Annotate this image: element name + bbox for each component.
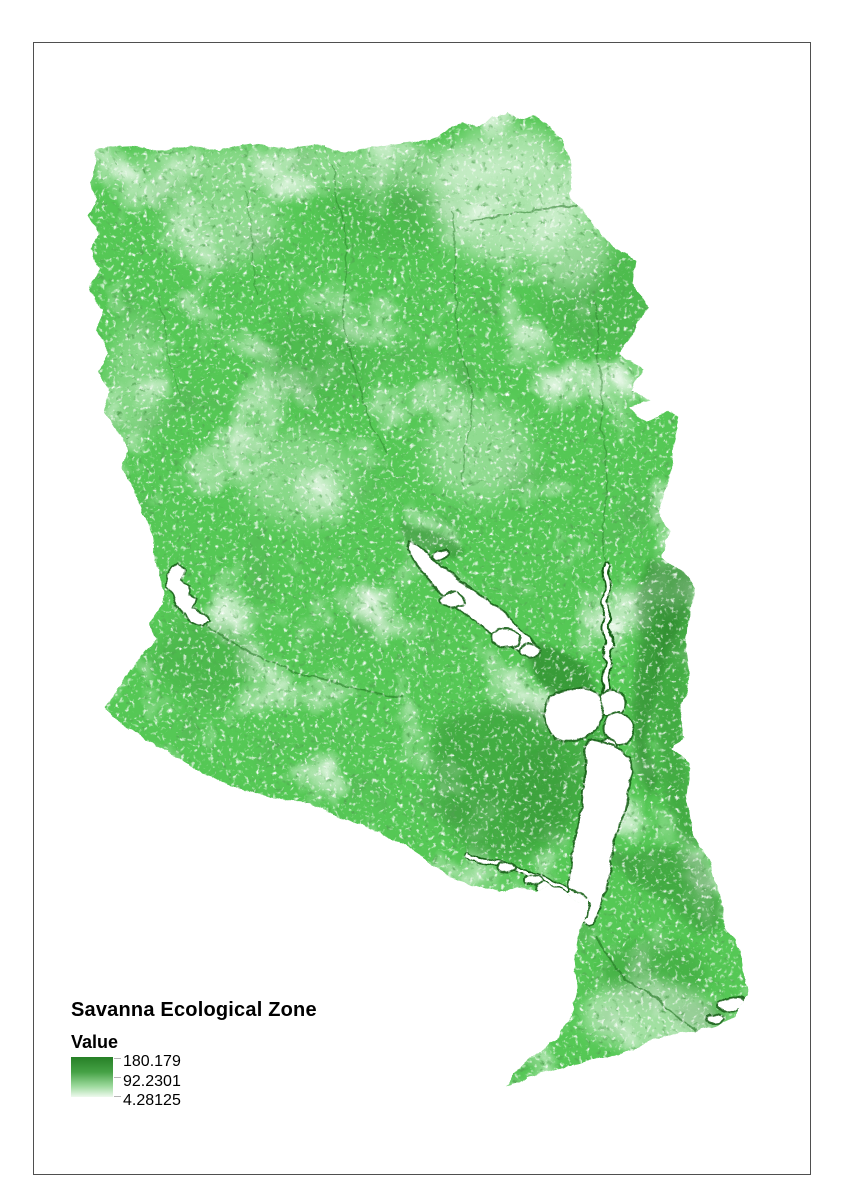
- legend-value-max: 180.179: [123, 1053, 181, 1070]
- legend-value-min: 4.28125: [123, 1092, 181, 1109]
- legend-tick: [114, 1096, 121, 1097]
- legend-value-mid: 92.2301: [123, 1073, 181, 1090]
- legend-ramp: [71, 1057, 113, 1097]
- legend-tick: [114, 1077, 121, 1078]
- map-legend: Savanna Ecological Zone Value 180.179 92…: [71, 999, 351, 1109]
- legend-field-label: Value: [71, 1032, 119, 1052]
- white-speckle-grain: [86, 111, 748, 1087]
- savanna-zone-raster: [86, 111, 748, 1087]
- legend-tick: [114, 1058, 121, 1059]
- legend-title: Savanna Ecological Zone: [71, 999, 317, 1021]
- legend-ramp-row: 180.179 92.2301 4.28125: [71, 1053, 351, 1109]
